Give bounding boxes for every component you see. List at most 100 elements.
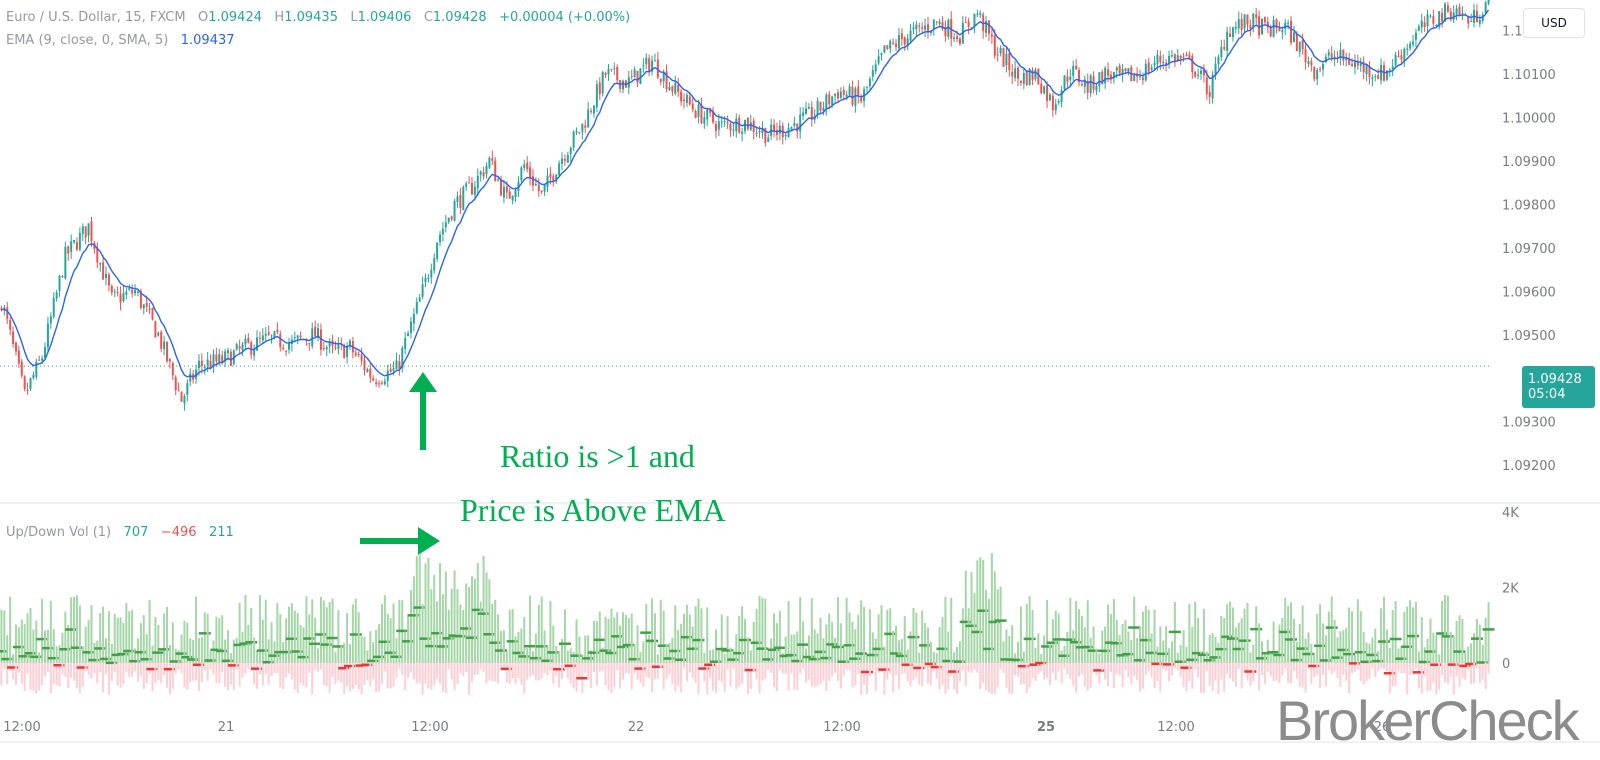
volume-down-bar — [1226, 662, 1229, 674]
candle-body — [1217, 56, 1220, 64]
volume-down-bar — [1321, 662, 1324, 675]
volume-delta-tick — [1377, 640, 1390, 643]
volume-down-bar — [744, 662, 746, 672]
volume-up-bar — [1066, 631, 1069, 663]
volume-up-bar — [1107, 604, 1110, 663]
volume-up-bar — [598, 611, 601, 663]
volume-up-bar — [1182, 630, 1185, 663]
candle-body — [839, 91, 842, 99]
volume-down-bar — [55, 662, 58, 686]
volume-down-bar — [502, 662, 505, 669]
volume-up-bar — [1121, 623, 1124, 663]
candle-body — [938, 21, 941, 24]
volume-up-bar — [1263, 652, 1266, 663]
volume-down-bar — [154, 662, 157, 683]
volume-delta-tick — [500, 667, 513, 671]
candle-body — [186, 382, 189, 395]
volume-down-bar — [1380, 662, 1383, 669]
volume-up-bar — [102, 606, 105, 663]
volume-up-bar — [52, 629, 55, 663]
volume-up-bar — [1365, 642, 1368, 663]
volume-up-bar — [1144, 605, 1147, 663]
volume-up-bar — [1443, 594, 1446, 663]
volume-down-bar — [1057, 662, 1060, 672]
candle-body — [1069, 76, 1072, 80]
volume-up-bar — [1339, 631, 1342, 663]
volume-up-bar — [1043, 635, 1046, 663]
volume-up-bar — [1449, 631, 1452, 663]
volume-down-bar — [1188, 662, 1191, 682]
volume-up-bar — [552, 625, 555, 663]
volume-down-bar — [41, 662, 44, 685]
volume-up-bar — [636, 625, 639, 663]
volume-delta-tick — [791, 659, 804, 663]
volume-up-bar — [886, 609, 889, 663]
candle-body — [1214, 63, 1217, 76]
volume-up-bar — [822, 638, 825, 663]
volume-up-bar — [726, 616, 729, 663]
volume-up-bar — [363, 636, 366, 663]
volume-down-bar — [1115, 662, 1118, 674]
candle-body — [357, 353, 360, 356]
volume-down-bar — [836, 662, 839, 681]
candle-body — [238, 346, 241, 349]
volume-delta-tick — [680, 635, 693, 639]
volume-down-bar — [258, 662, 261, 675]
candle-body — [796, 123, 799, 132]
volume-up-bar — [174, 648, 177, 663]
candle-body — [642, 65, 645, 67]
volume-delta-tick — [1226, 637, 1239, 640]
volume-down-bar — [1287, 662, 1290, 684]
volume-up-bar — [55, 646, 58, 663]
volume-down-bar — [52, 662, 55, 685]
volume-up-bar — [299, 625, 302, 663]
volume-down-bar — [1005, 662, 1008, 688]
volume-down-bar — [767, 662, 770, 671]
volume-up-bar — [918, 652, 921, 663]
volume-down-bar — [1223, 662, 1226, 692]
volume-up-bar — [267, 639, 270, 663]
volume-down-bar — [540, 662, 543, 679]
volume-delta-tick — [285, 637, 298, 641]
volume-delta-tick — [70, 646, 83, 649]
volume-up-bar — [1272, 621, 1275, 663]
candle-body — [723, 121, 726, 123]
volume-up-bar — [529, 595, 532, 663]
volume-down-bar — [113, 662, 116, 673]
volume-up-bar — [935, 653, 938, 663]
volume-down-bar — [1487, 662, 1490, 674]
currency-button[interactable]: USD — [1523, 8, 1585, 38]
volume-down-bar — [398, 662, 401, 669]
volume-delta-tick — [617, 645, 630, 649]
volume-delta-tick — [65, 628, 78, 631]
volume-down-bar — [1266, 662, 1269, 672]
candle-body — [601, 71, 604, 94]
volume-up-bar — [799, 597, 802, 663]
volume-up-bar — [1197, 617, 1200, 663]
candle-body — [1008, 52, 1011, 71]
volume-up-bar — [430, 589, 433, 663]
volume-up-bar — [1037, 633, 1040, 663]
volume-down-bar — [709, 662, 712, 679]
volume-up-bar — [604, 616, 607, 663]
candle-body — [1275, 19, 1278, 28]
candle-body — [1371, 77, 1374, 80]
volume-up-bar — [305, 596, 308, 663]
volume-down-bar — [192, 662, 195, 681]
volume-up-bar — [26, 613, 29, 663]
volume-delta-tick — [1476, 661, 1489, 664]
candle-body — [1443, 3, 1446, 22]
volume-down-bar — [651, 662, 654, 693]
volume-down-bar — [1333, 662, 1336, 672]
volume-down-bar — [1324, 662, 1327, 687]
volume-up-bar — [171, 622, 174, 663]
candle-body — [258, 337, 261, 339]
volume-delta-tick — [1035, 661, 1048, 665]
volume-down-bar — [1484, 662, 1487, 690]
candle-body — [488, 157, 491, 168]
candle-body — [793, 123, 796, 127]
volume-down-bar — [491, 662, 494, 681]
volume-down-bar — [105, 662, 108, 675]
volume-up-bar — [412, 576, 415, 663]
